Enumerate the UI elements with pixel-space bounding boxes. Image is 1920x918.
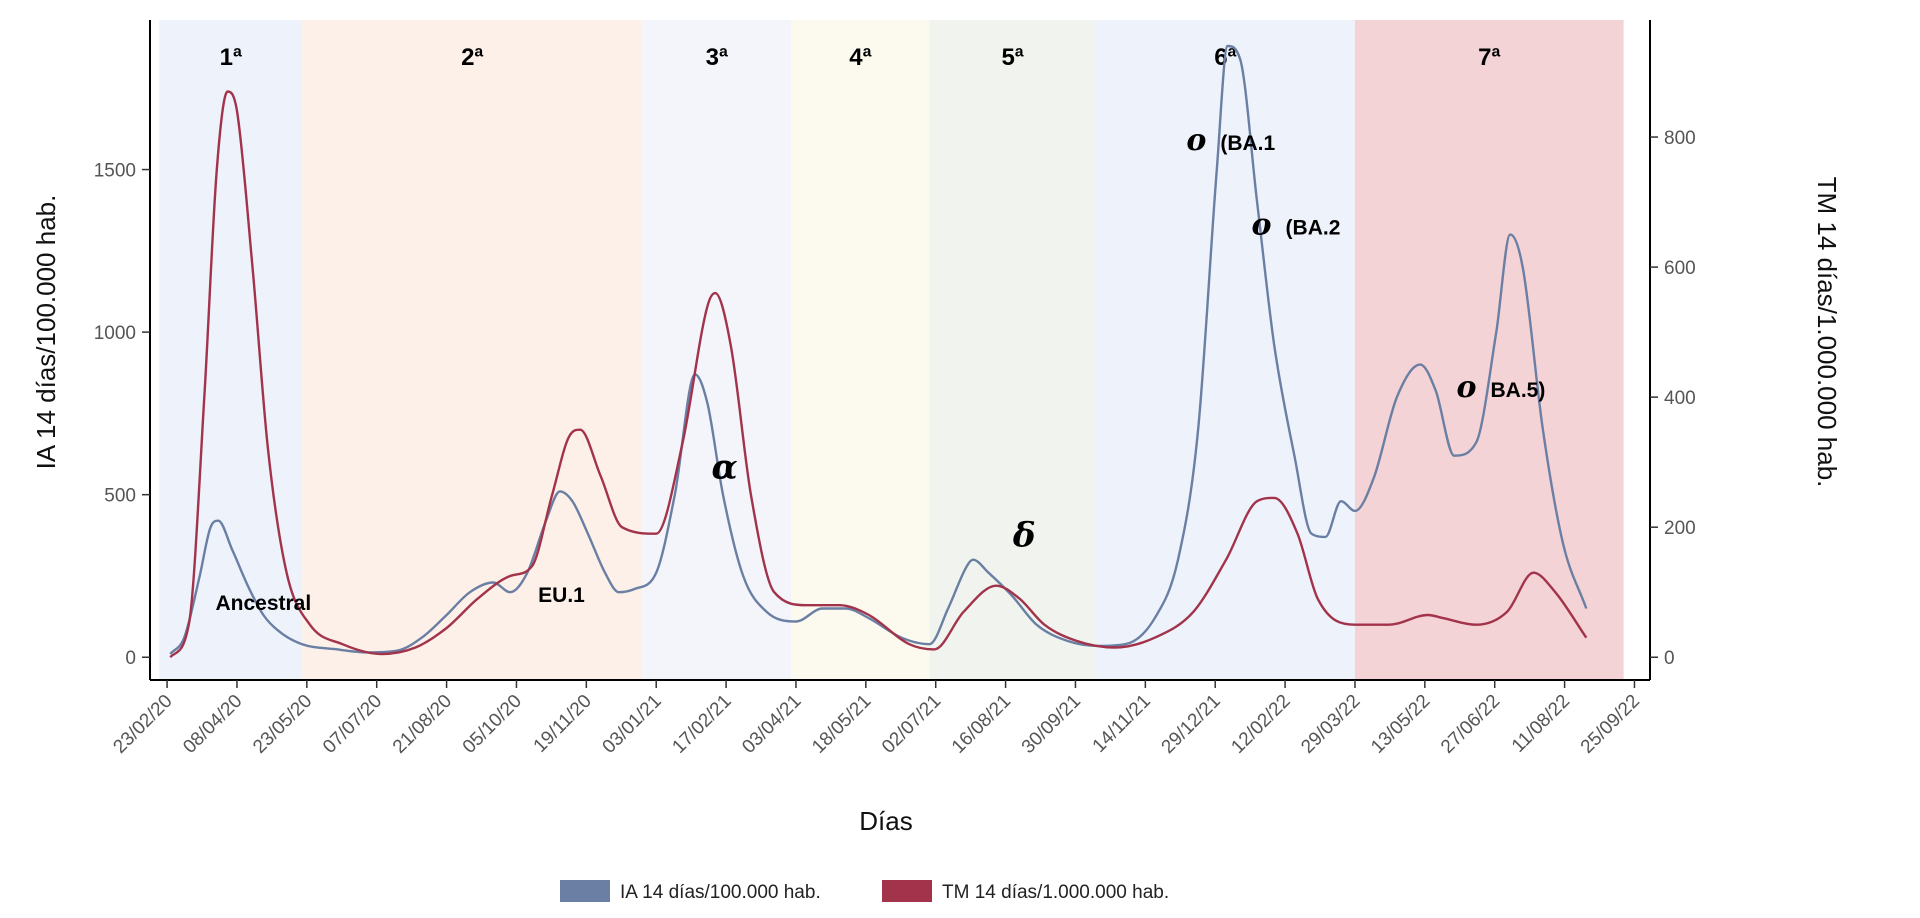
variant-name: (BA.1 — [1220, 132, 1275, 155]
legend-label-tm: TM 14 días/1.000.000 hab. — [942, 882, 1169, 903]
y-right-tick-label: 0 — [1664, 648, 1675, 669]
variant-name: (BA.2 — [1286, 217, 1341, 240]
wave-band-1 — [159, 20, 303, 680]
wave-label-4: 4ª — [849, 44, 871, 71]
variant-annotation-7: o BA.5) — [1457, 370, 1546, 405]
x-tick-label: 18/05/21 — [808, 691, 875, 758]
x-tick-label: 23/02/20 — [109, 691, 176, 758]
x-tick-label: 27/06/22 — [1437, 691, 1504, 758]
variant-greek-letter: α — [711, 447, 737, 487]
x-tick-label: 14/11/21 — [1089, 691, 1155, 757]
variant-name: Ancestral — [215, 592, 311, 615]
x-tick-label: 03/04/21 — [738, 691, 805, 758]
wave-label-5: 5ª — [1001, 44, 1023, 71]
x-tick-label: 17/02/21 — [668, 691, 735, 758]
variant-greek-letter: o — [1186, 123, 1206, 158]
x-tick-label: 02/07/21 — [878, 691, 945, 758]
y-axis-right-title: TM 14 días/1.000.000 hab. — [1812, 177, 1842, 488]
x-tick-label: 23/05/20 — [249, 691, 316, 758]
series-line-tm — [169, 90, 1588, 659]
variant-name: EU.1 — [538, 584, 585, 607]
wave-band-4 — [791, 20, 930, 680]
y-left-tick-label: 0 — [125, 648, 136, 669]
x-tick-label: 21/08/20 — [389, 691, 456, 758]
x-tick-label: 03/01/21 — [599, 691, 666, 758]
y-right-tick-label: 600 — [1664, 258, 1696, 279]
variant-annotation-6: o (BA.2 — [1252, 208, 1341, 243]
x-tick-label: 08/04/20 — [179, 691, 246, 758]
variant-annotation-4: δ — [1012, 516, 1036, 556]
wave-bands: 1ª 2ª 3ª 4ª 5ª 6ª 7ª — [159, 20, 1624, 680]
variant-annotation-3: α — [711, 447, 737, 487]
legend: IA 14 días/100.000 hab. TM 14 días/1.000… — [560, 880, 1169, 903]
variant-greek-letter: o — [1457, 370, 1477, 405]
x-tick-label: 16/08/21 — [948, 691, 1015, 758]
y-left-tick-label: 1000 — [94, 323, 136, 344]
wave-label-1: 1ª — [220, 44, 242, 71]
x-tick-label: 29/03/22 — [1297, 691, 1364, 758]
y-right-tick-label: 400 — [1664, 388, 1696, 409]
wave-band-7 — [1354, 20, 1624, 680]
x-tick-label: 29/12/21 — [1158, 691, 1225, 758]
y-axis-left-title: IA 14 días/100.000 hab. — [31, 195, 61, 470]
legend-label-ia: IA 14 días/100.000 hab. — [620, 882, 821, 903]
y-left-tick-label: 1500 — [94, 161, 136, 182]
wave-label-3: 3ª — [706, 44, 728, 71]
variant-annotation-1: Ancestral — [215, 592, 311, 615]
series-line-ia — [169, 44, 1588, 655]
wave-band-2 — [302, 20, 643, 680]
x-tick-label: 25/09/22 — [1577, 691, 1644, 758]
series-layer — [169, 44, 1588, 659]
wave-label-7: 7ª — [1478, 44, 1500, 71]
variant-name: BA.5) — [1491, 379, 1546, 402]
y-right-tick-label: 800 — [1664, 128, 1696, 149]
x-tick-label: 07/07/20 — [319, 691, 386, 758]
variant-greek-letter: δ — [1012, 516, 1036, 556]
y-right-tick-label: 200 — [1664, 518, 1696, 539]
x-tick-label: 12/02/22 — [1227, 691, 1294, 758]
x-tick-label: 19/11/20 — [530, 691, 596, 757]
x-axis-title: Días — [859, 806, 912, 836]
x-tick-label: 30/09/21 — [1018, 691, 1085, 758]
legend-swatch-ia — [560, 880, 610, 902]
wave-band-5 — [929, 20, 1096, 680]
legend-swatch-tm — [882, 880, 932, 902]
x-tick-label: 13/05/22 — [1367, 691, 1434, 758]
x-tick-label: 05/10/20 — [459, 691, 526, 758]
variant-annotation-2: EU.1 — [538, 584, 585, 607]
wave-label-2: 2ª — [461, 44, 483, 71]
x-tick-label: 11/08/22 — [1508, 691, 1574, 757]
variant-annotation-5: o (BA.1 — [1186, 123, 1275, 158]
y-left-tick-label: 500 — [104, 486, 136, 507]
annotations-layer: Ancestral EU.1 α δ o (BA.1 o (BA.2 o BA.5) — [215, 123, 1545, 615]
variant-greek-letter: o — [1252, 208, 1272, 243]
wave-band-6 — [1095, 20, 1355, 680]
